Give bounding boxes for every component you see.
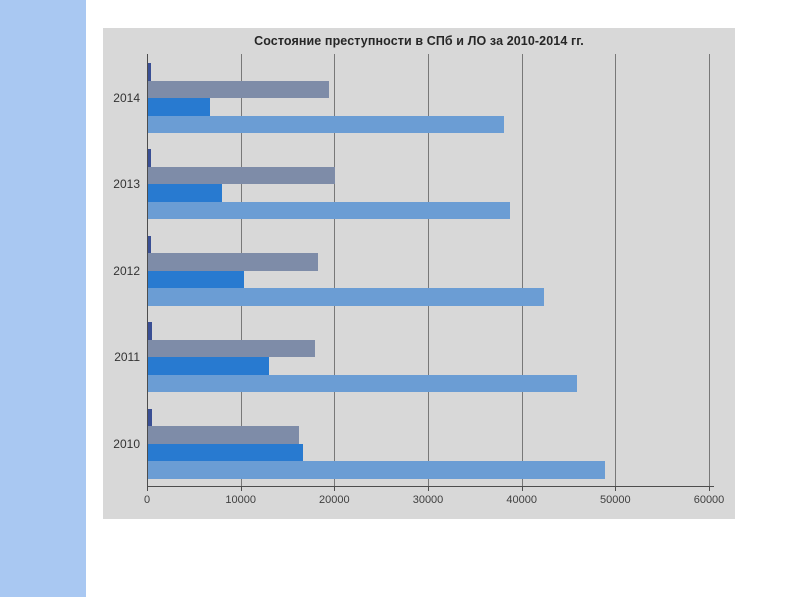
bar-2014-series-3-bright-blue [148,98,210,116]
bar-2011-series-3-bright-blue [148,357,269,375]
chart-container: Состояние преступности в СПб и ЛО за 201… [103,28,735,519]
bar-2013-series-1-dark-navy [148,149,151,167]
category-label-2012: 2012 [113,263,140,278]
x-axis-line [147,486,714,487]
gridline [521,54,523,486]
bar-2010-series-1-dark-navy [148,408,153,427]
bar-2014-series-2-gray-blue [148,80,329,98]
bar-2012-series-3-bright-blue [148,270,245,289]
axis-tick [428,486,429,491]
x-tick-label: 50000 [600,494,631,506]
x-tick-label: 30000 [412,494,444,506]
category-label-2010: 2010 [113,436,140,451]
bar-2010-series-4-light-blue [148,461,606,479]
bar-2013-series-2-gray-blue [148,166,336,185]
x-tick-label: 40000 [506,494,537,506]
gridline [428,54,429,486]
category-label-2011: 2011 [114,350,140,365]
y-axis-line [147,54,148,486]
axis-tick [615,486,617,491]
bar-2012-series-2-gray-blue [148,253,319,271]
axis-tick [240,486,242,491]
category-label-2014: 2014 [113,91,140,105]
plot-area: 0 10000 20000 30000 40000 50000 60000 2014 2013 2… [113,54,724,506]
axis-tick [334,486,336,491]
chart-title: Состояние преступности в СПб и ЛО за 201… [254,34,584,48]
left-accent-band [0,0,86,597]
category-label-2013: 2013 [113,177,140,192]
gridline [615,54,617,486]
gridline [709,54,710,486]
x-tick-label: 20000 [319,494,350,506]
x-tick-label: 60000 [693,494,725,506]
bar-2013-series-4-light-blue [148,201,510,220]
bar-2011-series-2-gray-blue [148,339,315,358]
axis-tick [709,486,710,491]
bar-2014-series-4-light-blue [148,115,504,133]
bar-2010-series-3-bright-blue [148,443,304,462]
bar-2012-series-1-dark-navy [148,235,152,254]
bar-2010-series-2-gray-blue [148,426,299,444]
x-tick-label: 10000 [225,494,256,506]
bar-2012-series-4-light-blue [148,288,545,306]
axis-tick [521,486,523,491]
axis-tick [147,486,148,491]
x-tick-label: 0 [143,494,151,506]
bar-2013-series-3-bright-blue [148,184,222,202]
gridline [334,54,336,486]
bar-2014-series-1-dark-navy [148,63,151,81]
bar-2011-series-4-light-blue [148,374,577,393]
bar-2011-series-1-dark-navy [148,322,152,340]
